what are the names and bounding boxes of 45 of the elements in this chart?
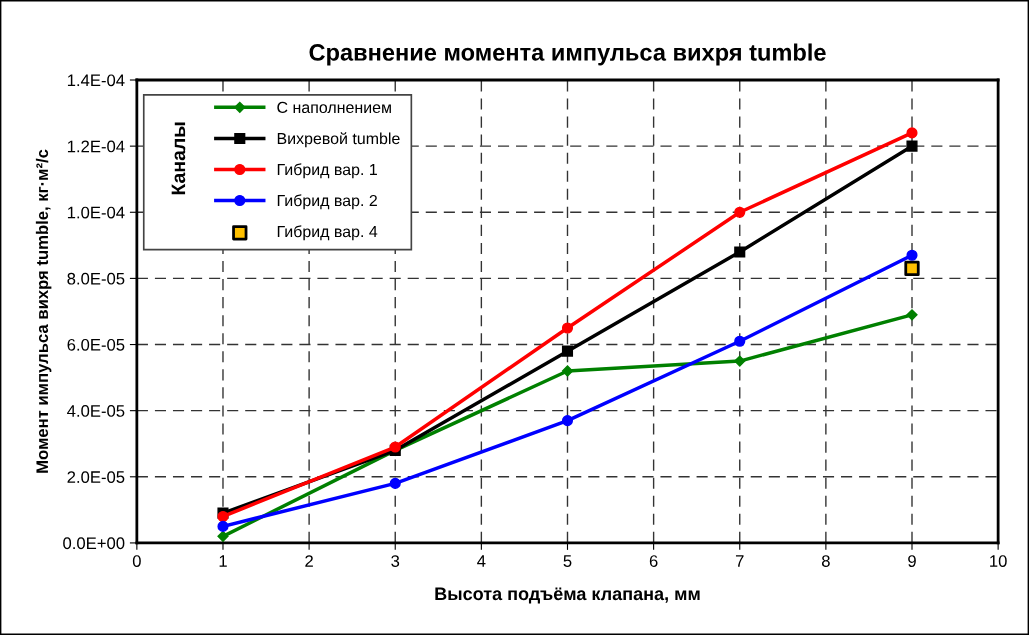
y-tick-label: 1.4E-04: [67, 74, 125, 87]
point: [561, 322, 574, 334]
x-tick-label: 5: [563, 555, 572, 567]
y-axis-title: Момент импульса вихря tumble, кг·м²/с: [35, 149, 52, 473]
x-tick-label: 1: [219, 555, 227, 567]
y-tick-label: 1.2E-04: [67, 140, 125, 153]
point: [561, 345, 574, 357]
point: [734, 355, 746, 367]
legend-label: Гибрид вар. 1: [277, 163, 377, 179]
point: [906, 140, 918, 152]
point: [734, 206, 746, 218]
point: [217, 530, 229, 542]
point: [734, 335, 746, 347]
legend-label: С наполнением: [277, 101, 391, 114]
chart-title: Сравнение момента импульса вихря tumble: [309, 43, 826, 66]
point: [906, 309, 918, 321]
point: [561, 365, 574, 377]
y-tick-label: 1.0E-04: [67, 206, 125, 219]
point: [217, 510, 229, 523]
x-tick-label: 10: [990, 555, 1007, 567]
x-axis-title: Высота подъёма клапана, мм: [435, 587, 700, 604]
x-tick-label: 2: [305, 555, 313, 567]
point: [734, 246, 746, 258]
x-tick-label: 3: [391, 555, 400, 567]
point: [217, 520, 229, 532]
x-tick-label: 4: [477, 555, 486, 567]
point: [906, 249, 918, 261]
legend-label: Гибрид вар. 4: [277, 225, 378, 241]
legend-label: Гибрид вар. 2: [277, 194, 377, 210]
y-tick-label: 8.0E-05: [67, 272, 125, 285]
x-tick-label: 6: [649, 555, 658, 567]
x-tick-label: 9: [908, 555, 916, 567]
point: [904, 260, 920, 277]
y-tick-label: 4.0E-05: [67, 405, 125, 417]
y-tick-label: 0.0E+00: [63, 537, 125, 550]
legend-title: Каналы: [171, 122, 186, 195]
legend-label: Вихревой tumble: [277, 132, 400, 148]
x-tick-label: 7: [735, 555, 744, 567]
x-tick-label: 8: [821, 555, 830, 567]
point: [906, 127, 918, 139]
x-tick-label: 0: [132, 555, 141, 567]
point: [389, 477, 401, 489]
point: [561, 415, 574, 427]
y-tick-label: 6.0E-05: [67, 338, 125, 351]
y-tick-label: 2.0E-05: [67, 471, 125, 483]
